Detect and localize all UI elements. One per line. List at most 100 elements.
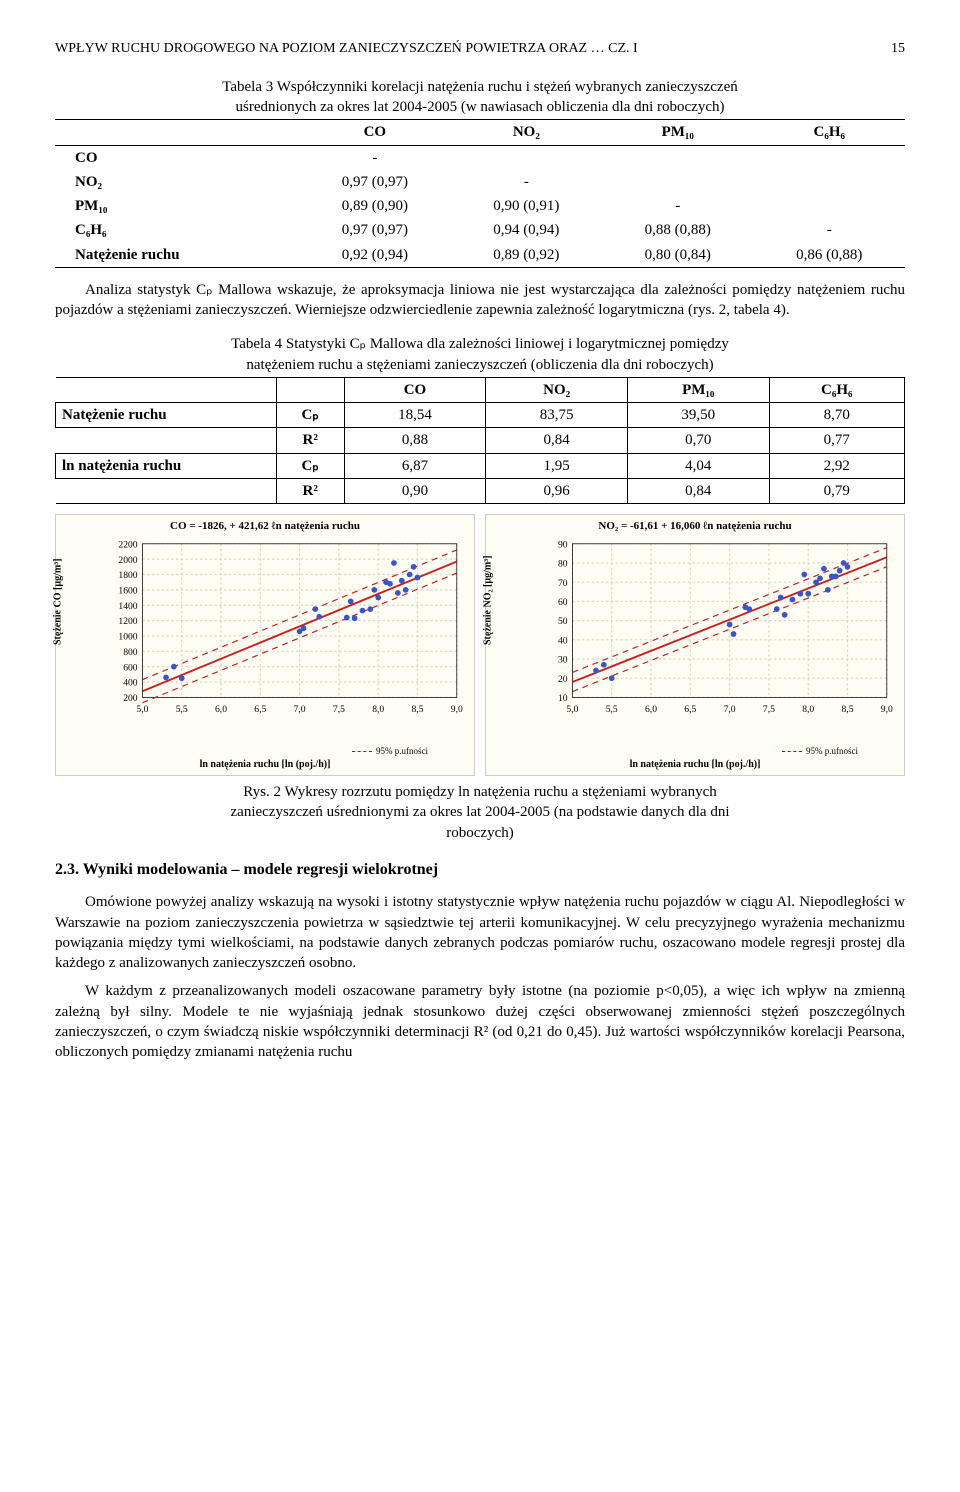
cell: 0,94 (0,94)	[451, 218, 602, 242]
table3-h-pm10: PM₁₀	[602, 120, 753, 145]
table4-h-blank2	[276, 377, 344, 402]
row-label: CO	[55, 145, 299, 170]
cell: 0,88 (0,88)	[602, 218, 753, 242]
svg-text:7,0: 7,0	[724, 704, 736, 715]
cell: -	[451, 170, 602, 194]
cell: 0,97 (0,97)	[299, 170, 450, 194]
cell	[754, 194, 905, 218]
table-row: Natężenie ruchu0,92 (0,94)0,89 (0,92)0,8…	[55, 243, 905, 268]
cell: 83,75	[486, 403, 628, 428]
svg-text:20: 20	[558, 674, 568, 685]
chart-no2-ylabel: Stężenie NO₂ [µg/m³]	[481, 556, 495, 646]
table3-caption-l1: Tabela 3 Współczynniki korelacji natężen…	[222, 79, 738, 95]
table4-h-pm10: PM₁₀	[627, 377, 769, 402]
row-label: Natężenie ruchu	[55, 243, 299, 268]
cell: 0,79	[769, 478, 904, 503]
svg-text:200: 200	[123, 693, 138, 704]
table4-caption-l1: Tabela 4 Statystyki Cₚ Mallowa dla zależ…	[231, 336, 729, 352]
fig-cap-l3: roboczych)	[446, 825, 513, 841]
cell: 39,50	[627, 403, 769, 428]
row-label	[56, 428, 277, 453]
table-row: PM₁₀0,89 (0,90)0,90 (0,91)-	[55, 194, 905, 218]
cell	[754, 170, 905, 194]
row-label: ln natężenia ruchu	[56, 453, 277, 478]
table-row: C₆H₆0,97 (0,97)0,94 (0,94)0,88 (0,88)-	[55, 218, 905, 242]
table4-h-blank1	[56, 377, 277, 402]
page-number: 15	[891, 40, 905, 59]
cell: 0,70	[627, 428, 769, 453]
cell: 0,84	[627, 478, 769, 503]
svg-text:30: 30	[558, 655, 568, 666]
svg-text:70: 70	[558, 578, 568, 589]
figure-row: CO = -1826, + 421,62 ℓn natężenia ruchu …	[55, 514, 905, 776]
svg-text:8,5: 8,5	[842, 704, 854, 715]
cell: 0,77	[769, 428, 904, 453]
stat-label: R²	[276, 478, 344, 503]
cell: 0,89 (0,92)	[451, 243, 602, 268]
paragraph-3: W każdym z przeanalizowanych modeli osza…	[55, 981, 905, 1062]
svg-text:7,5: 7,5	[763, 704, 775, 715]
cell: -	[299, 145, 450, 170]
cell: 0,88	[344, 428, 486, 453]
table3-caption-l2: uśrednionych za okres lat 2004-2005 (w n…	[236, 99, 725, 115]
cell	[602, 170, 753, 194]
stat-label: Cₚ	[276, 453, 344, 478]
chart-no2-legend: 95% p.ufności	[782, 745, 858, 757]
table4: CO NO₂ PM₁₀ C₆H₆ Natężenie ruchuCₚ18,548…	[55, 377, 905, 504]
svg-text:10: 10	[558, 693, 568, 704]
table-row: NO₂0,97 (0,97)-	[55, 170, 905, 194]
chart-no2-plot: 1020304050607080905,05,56,06,57,07,58,08…	[534, 539, 894, 719]
table3-header-row: CO NO₂ PM₁₀ C₆H₆	[55, 120, 905, 145]
cell: 1,95	[486, 453, 628, 478]
chart-co-legend: 95% p.ufności	[352, 745, 428, 757]
svg-text:6,5: 6,5	[684, 704, 696, 715]
svg-text:1200: 1200	[118, 616, 137, 627]
table3-h-c6h6: C₆H₆	[754, 120, 905, 145]
table4-caption-l2: natężeniem ruchu a stężeniami zanieczysz…	[246, 357, 713, 373]
chart-co-ylabel: Stężenie CO [µg/m³]	[51, 559, 65, 646]
fig-cap-l2: zanieczyszczeń uśrednionymi za okres lat…	[231, 804, 730, 820]
table-row: Natężenie ruchuCₚ18,5483,7539,508,70	[56, 403, 905, 428]
cell: 2,92	[769, 453, 904, 478]
legend-text: 95% p.ufności	[376, 746, 428, 756]
figure2-caption: Rys. 2 Wykresy rozrzutu pomiędzy ln natę…	[55, 782, 905, 843]
chart-no2: NO₂ = -61,61 + 16,060 ℓn natężenia ruchu…	[485, 514, 905, 776]
cell	[451, 145, 602, 170]
paragraph-1: Analiza statystyk Cₚ Mallowa wskazuje, ż…	[55, 280, 905, 321]
svg-text:6,0: 6,0	[645, 704, 657, 715]
svg-text:800: 800	[123, 647, 138, 658]
svg-text:8,0: 8,0	[372, 704, 384, 715]
table-row: R²0,880,840,700,77	[56, 428, 905, 453]
svg-text:60: 60	[558, 597, 568, 608]
cell: 0,96	[486, 478, 628, 503]
chart-co-plot: 2004006008001000120014001600180020002200…	[104, 539, 464, 719]
cell: 0,86 (0,88)	[754, 243, 905, 268]
chart-co: CO = -1826, + 421,62 ℓn natężenia ruchu …	[55, 514, 475, 776]
stat-label: R²	[276, 428, 344, 453]
svg-text:5,5: 5,5	[606, 704, 618, 715]
fig-cap-l1: Rys. 2 Wykresy rozrzutu pomiędzy ln natę…	[243, 784, 716, 800]
table-row: ln natężenia ruchuCₚ6,871,954,042,92	[56, 453, 905, 478]
svg-text:7,0: 7,0	[294, 704, 306, 715]
svg-text:1600: 1600	[118, 586, 137, 597]
table4-h-c6h6: C₆H₆	[769, 377, 904, 402]
cell: 8,70	[769, 403, 904, 428]
svg-text:80: 80	[558, 559, 568, 570]
svg-text:5,5: 5,5	[176, 704, 188, 715]
svg-text:1400: 1400	[118, 601, 137, 612]
table3-caption: Tabela 3 Współczynniki korelacji natężen…	[55, 77, 905, 118]
cell: -	[602, 194, 753, 218]
chart-no2-title: NO₂ = -61,61 + 16,060 ℓn natężenia ruchu	[486, 519, 904, 534]
chart-no2-xlabel: ln natężenia ruchu [ln (poj./h)]	[486, 758, 904, 772]
table-row: CO-	[55, 145, 905, 170]
svg-text:50: 50	[558, 616, 568, 627]
svg-text:600: 600	[123, 662, 138, 673]
table4-h-no2: NO₂	[486, 377, 628, 402]
cell: 0,80 (0,84)	[602, 243, 753, 268]
table-row: R²0,900,960,840,79	[56, 478, 905, 503]
cell: 0,92 (0,94)	[299, 243, 450, 268]
paragraph-2: Omówione powyżej analizy wskazują na wys…	[55, 892, 905, 973]
svg-text:1000: 1000	[118, 632, 137, 643]
cell: 0,90	[344, 478, 486, 503]
cell: 0,90 (0,91)	[451, 194, 602, 218]
